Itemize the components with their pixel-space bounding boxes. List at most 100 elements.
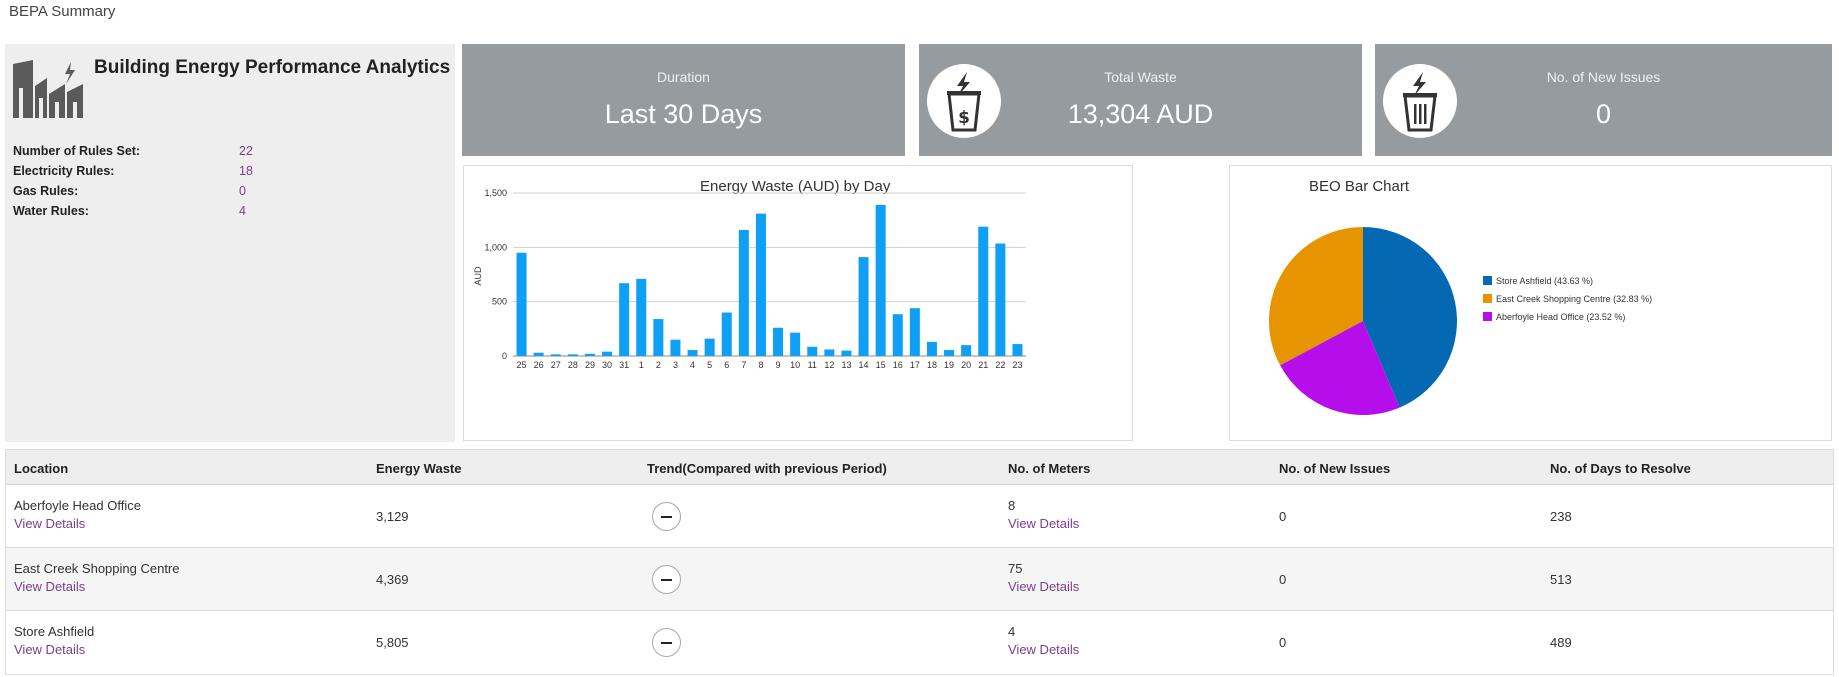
x-tick-label: 13	[841, 360, 851, 370]
pie-slice[interactable]	[1363, 227, 1457, 408]
kpi-new-issues-value: 0	[1595, 99, 1612, 129]
x-tick-label: 25	[517, 360, 527, 370]
bar[interactable]	[824, 349, 835, 356]
bar[interactable]	[1012, 344, 1023, 356]
energy-waste-bar-chart: Energy Waste (AUD) by Day 0 500 1,000 1,500…	[463, 165, 1133, 441]
location-view-details-link[interactable]: View Details	[14, 516, 86, 531]
cell-meters: 8	[1008, 498, 1016, 513]
bar[interactable]	[704, 338, 715, 356]
legend-east-creek: East Creek Shopping Centre (32.83 %)	[1483, 294, 1652, 304]
kpi-duration-label: Duration	[657, 69, 710, 85]
x-tick-label: 23	[1012, 360, 1022, 370]
trend-neutral-icon	[652, 628, 681, 657]
x-tick-label: 18	[927, 360, 937, 370]
x-tick-label: 9	[776, 360, 781, 370]
bar[interactable]	[584, 353, 595, 356]
bar[interactable]	[875, 204, 886, 356]
bar[interactable]	[602, 351, 613, 356]
info-title: Building Energy Performance Analytics	[94, 57, 451, 78]
bar[interactable]	[687, 350, 698, 356]
y-tick-label: 1,500	[484, 188, 507, 198]
cell-new-issues: 0	[1279, 509, 1287, 524]
y-axis-label: AUD	[473, 266, 483, 286]
bar[interactable]	[807, 346, 818, 356]
kpi-duration: Duration Last 30 Days	[462, 44, 905, 156]
legend-label: East Creek Shopping Centre (32.83 %)	[1496, 294, 1653, 304]
bar[interactable]	[773, 327, 784, 356]
table-row: Aberfoyle Head Office View Details 3,129…	[6, 485, 1833, 548]
pie-slice[interactable]	[1280, 321, 1400, 415]
kpi-new-issues-label: No. of New Issues	[1546, 69, 1661, 85]
x-tick-label: 31	[619, 360, 629, 370]
pie-slice[interactable]	[1269, 227, 1363, 366]
x-tick-label: 12	[824, 360, 834, 370]
kpi-new-issues: No. of New Issues 0	[1375, 44, 1832, 156]
header-energy-waste[interactable]: Energy Waste	[376, 461, 462, 476]
bar[interactable]	[516, 252, 527, 356]
legend-swatch	[1483, 276, 1492, 285]
bar[interactable]	[550, 354, 561, 356]
header-location[interactable]: Location	[14, 461, 69, 476]
x-tick-label: 28	[568, 360, 578, 370]
meters-view-details-link[interactable]: View Details	[1008, 642, 1080, 657]
cell-energy-waste: 5,805	[376, 635, 409, 650]
bar[interactable]	[533, 352, 544, 356]
cell-new-issues: 0	[1279, 635, 1287, 650]
bar[interactable]	[961, 345, 972, 356]
location-view-details-link[interactable]: View Details	[14, 579, 86, 594]
x-tick-label: 27	[551, 360, 561, 370]
bar[interactable]	[995, 243, 1006, 356]
x-tick-label: 11	[808, 360, 817, 370]
bar[interactable]	[738, 229, 749, 356]
header-new-issues[interactable]: No. of New Issues	[1279, 461, 1391, 476]
bar[interactable]	[636, 278, 647, 356]
bar[interactable]	[567, 354, 578, 356]
x-tick-label: 8	[758, 360, 763, 370]
bar[interactable]	[670, 339, 681, 356]
cell-days: 489	[1550, 635, 1572, 650]
bar[interactable]	[790, 332, 801, 356]
pie-chart-title: BEO Bar Chart	[1309, 178, 1410, 195]
bar-chart-title: Energy Waste (AUD) by Day	[700, 178, 891, 195]
x-tick-label: 14	[859, 360, 869, 370]
bar[interactable]	[892, 314, 903, 356]
x-tick-label: 30	[602, 360, 612, 370]
bar[interactable]	[721, 312, 732, 356]
x-tick-label: 1	[639, 360, 644, 370]
bar[interactable]	[944, 350, 955, 356]
header-days-to-resolve[interactable]: No. of Days to Resolve	[1550, 461, 1691, 476]
electricity-rules-value: 18	[239, 164, 253, 178]
y-tick-label: 0	[502, 351, 507, 361]
bar[interactable]	[653, 319, 664, 356]
bar[interactable]	[841, 350, 852, 356]
water-rules-label: Water Rules:	[13, 204, 89, 218]
x-tick-label: 17	[910, 360, 920, 370]
meters-view-details-link[interactable]: View Details	[1008, 516, 1080, 531]
rules-set-value: 22	[239, 144, 253, 158]
x-tick-label: 7	[741, 360, 746, 370]
x-tick-label: 2	[656, 360, 661, 370]
cell-meters: 75	[1008, 561, 1023, 576]
cell-energy-waste: 4,369	[376, 572, 409, 587]
x-tick-label: 19	[944, 360, 954, 370]
x-tick-label: 3	[673, 360, 678, 370]
cell-days: 513	[1550, 572, 1572, 587]
kpi-total-waste: $ Total Waste 13,304 AUD	[919, 44, 1362, 156]
bar[interactable]	[909, 308, 920, 356]
trend-neutral-icon	[652, 502, 681, 531]
bar[interactable]	[978, 226, 989, 356]
bar[interactable]	[755, 213, 766, 356]
header-trend[interactable]: Trend(Compared with previous Period)	[647, 461, 887, 476]
bar[interactable]	[858, 257, 869, 356]
bar[interactable]	[619, 283, 630, 356]
x-tick-label: 16	[893, 360, 903, 370]
cell-location: Store Ashfield	[14, 624, 95, 639]
money-waste-bin-icon: $	[927, 64, 1001, 138]
location-view-details-link[interactable]: View Details	[14, 642, 86, 657]
header-meters[interactable]: No. of Meters	[1008, 461, 1091, 476]
bar[interactable]	[926, 341, 937, 356]
x-tick-label: 22	[995, 360, 1005, 370]
cell-location: Aberfoyle Head Office	[14, 498, 141, 513]
meters-view-details-link[interactable]: View Details	[1008, 579, 1080, 594]
